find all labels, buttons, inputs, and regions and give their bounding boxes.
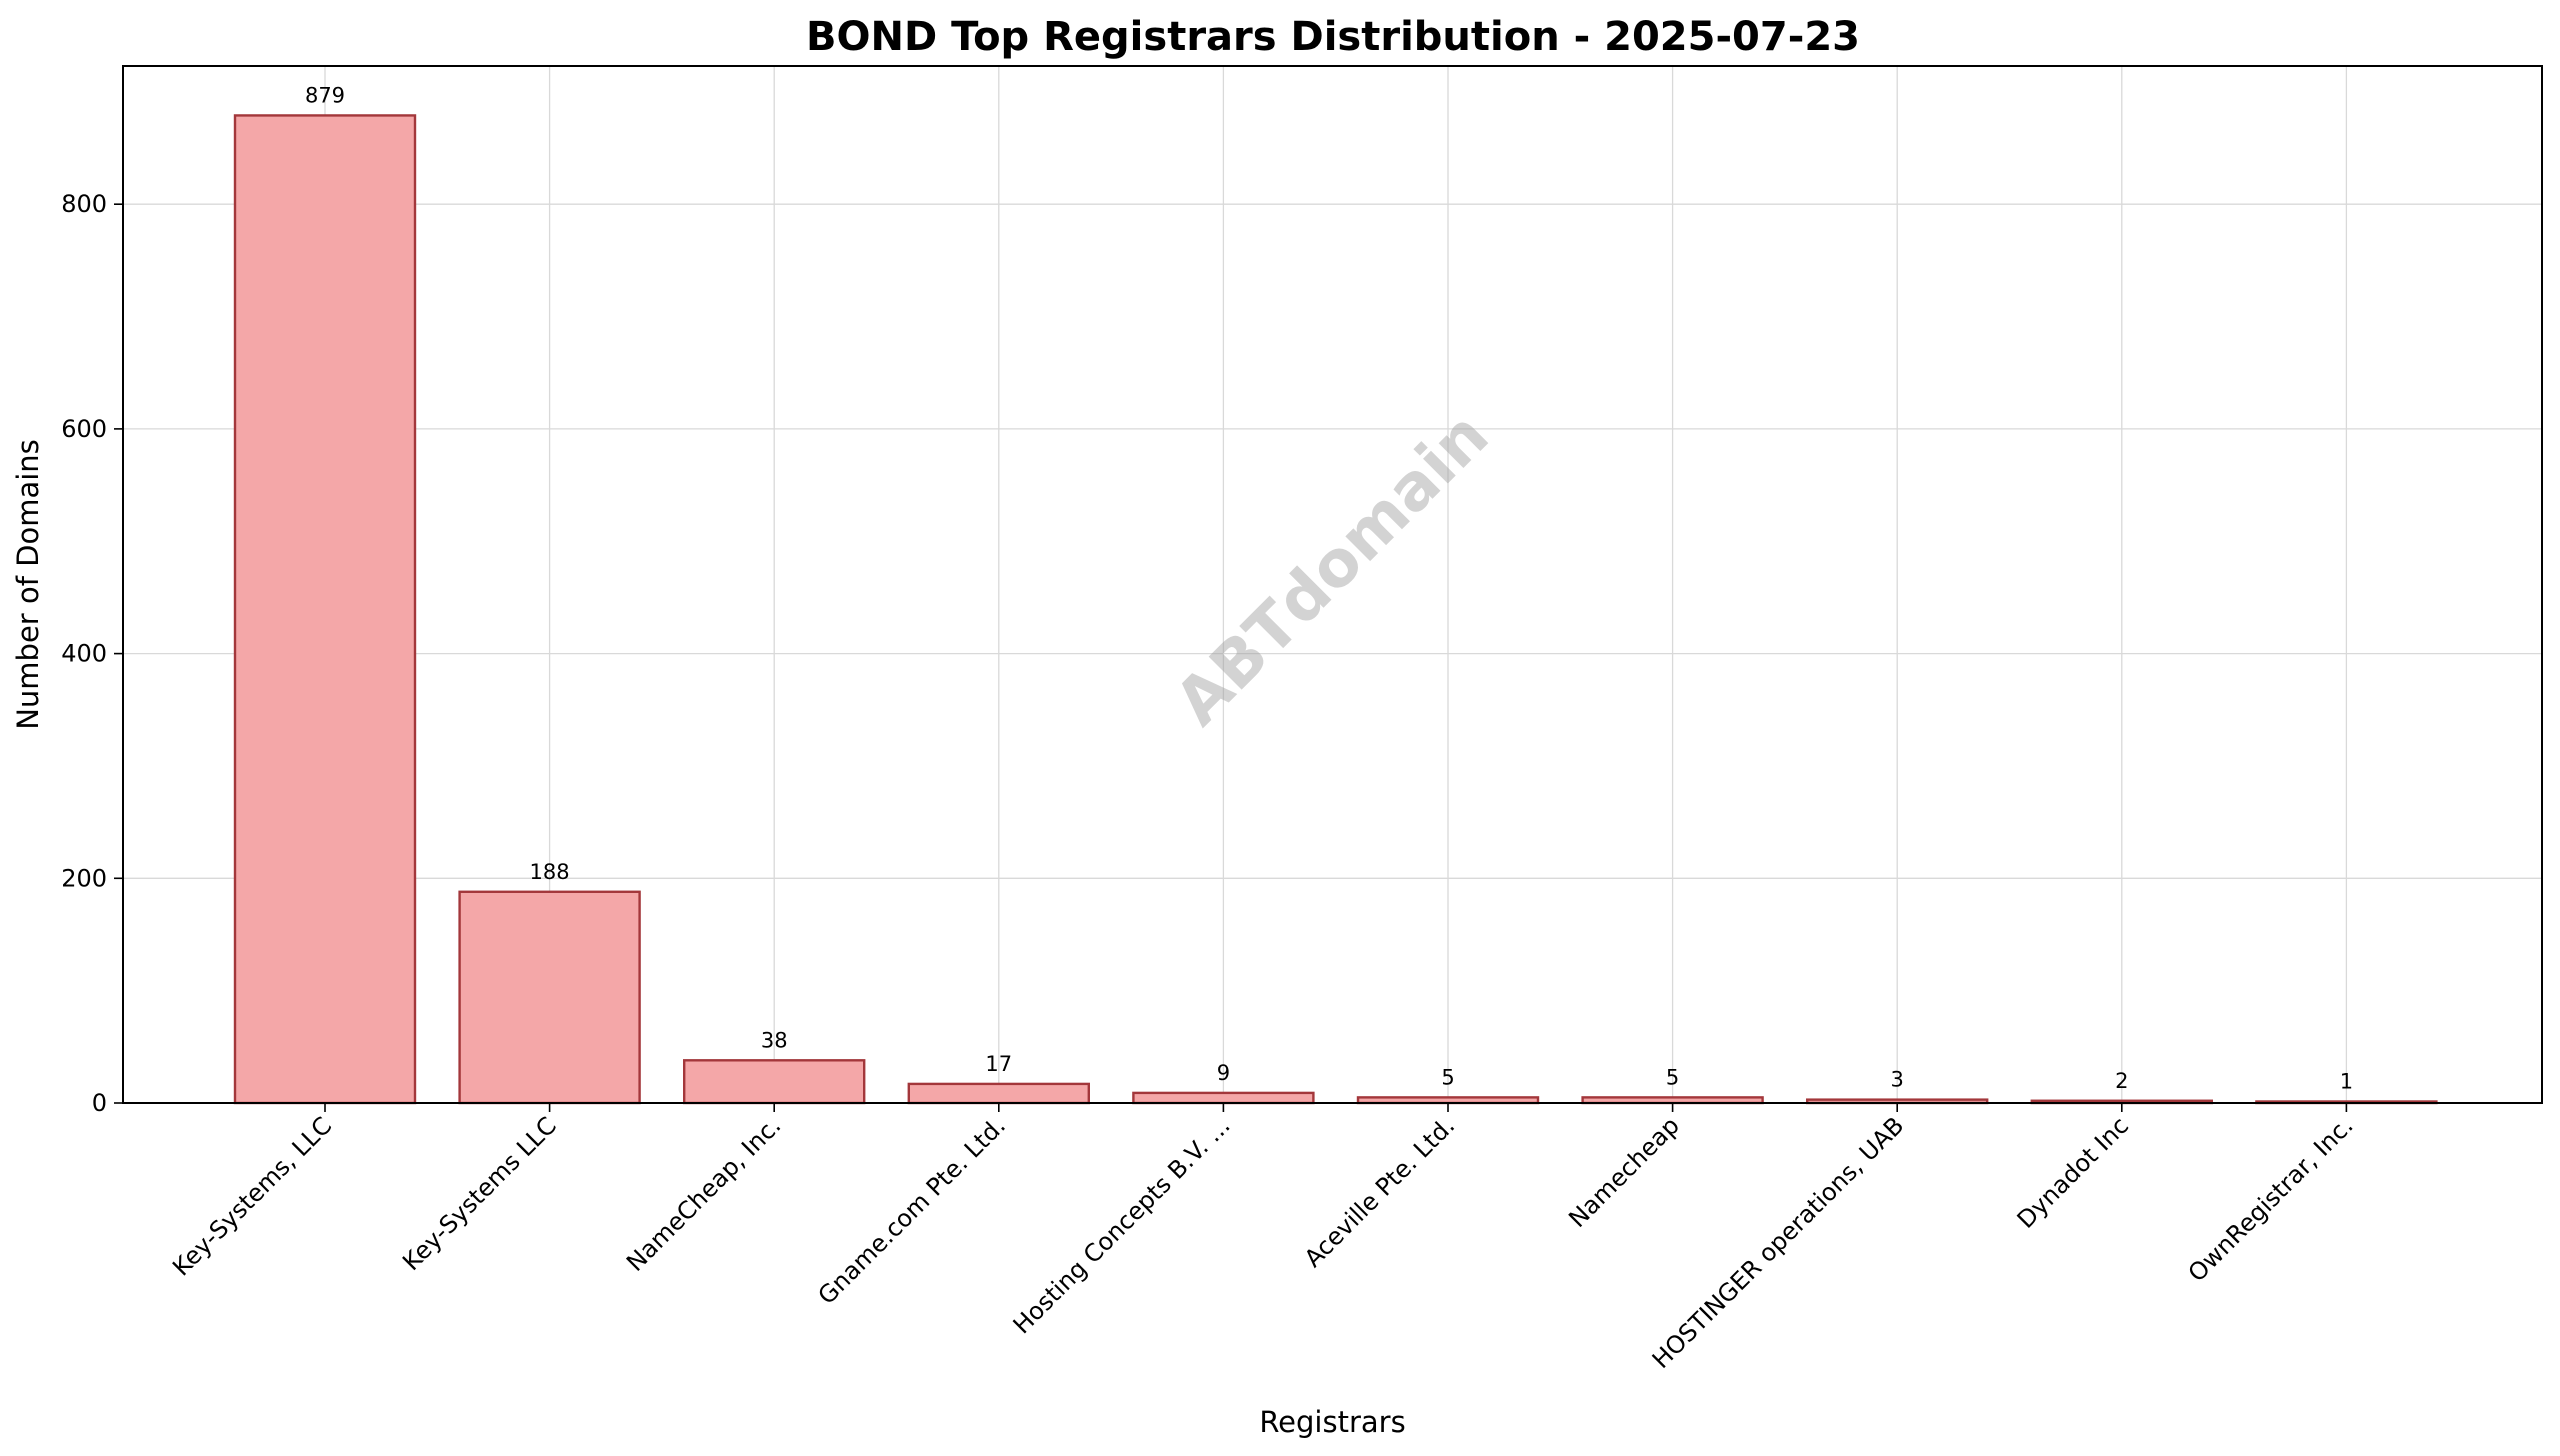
- bar: [907, 1082, 1090, 1105]
- bar: [233, 114, 417, 1105]
- data-labels-layer: 879 188 38 17 9 5 5 3 2 1: [305, 83, 2353, 1093]
- data-label: 879: [305, 83, 345, 107]
- y-tick-label: 400: [61, 640, 107, 668]
- y-tick-label: 600: [61, 415, 107, 443]
- data-label: 17: [985, 1052, 1012, 1076]
- data-label: 5: [1441, 1065, 1454, 1089]
- data-label: 3: [1891, 1068, 1904, 1092]
- bar: [458, 890, 641, 1105]
- y-axis-label: Number of Domains: [11, 439, 45, 730]
- y-tick-label: 0: [92, 1089, 107, 1117]
- bar: [1132, 1091, 1315, 1105]
- y-tick-label: 200: [61, 864, 107, 892]
- grid-layer: [123, 66, 2542, 1104]
- x-axis-label: Registrars: [1259, 1405, 1405, 1439]
- chart-title: BOND Top Registrars Distribution - 2025-…: [806, 14, 1860, 60]
- data-label: 188: [530, 860, 570, 884]
- bar: [683, 1059, 866, 1105]
- plot-frame: [122, 65, 2543, 1104]
- data-label: 1: [2340, 1070, 2353, 1094]
- y-tick-label: 800: [61, 190, 107, 218]
- bars-layer: [233, 114, 2438, 1105]
- data-label: 5: [1666, 1065, 1679, 1089]
- data-label: 38: [761, 1028, 788, 1052]
- data-label: 9: [1217, 1061, 1230, 1085]
- data-label: 2: [2115, 1069, 2128, 1093]
- y-axis-ticks: 0 200 400 600 800: [61, 190, 123, 1117]
